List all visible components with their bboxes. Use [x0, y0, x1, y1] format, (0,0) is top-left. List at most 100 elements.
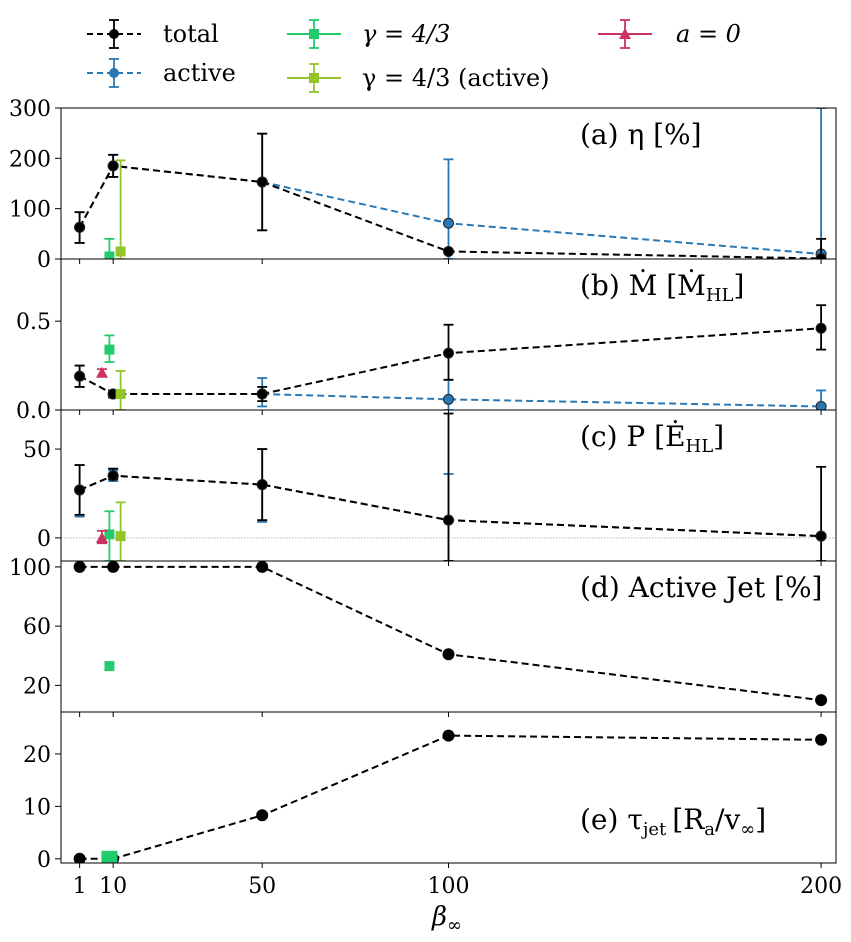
y-tick-label-a: 100	[9, 198, 51, 223]
data-point	[107, 160, 119, 172]
legend-entry-total: total	[87, 19, 219, 49]
series-b--4-3-active-	[115, 370, 126, 410]
panel-a: 0 100 200 300	[9, 97, 837, 273]
data-point	[74, 221, 86, 233]
plot-area-e	[73, 729, 828, 863]
plot-area-a	[74, 108, 827, 259]
data-point	[107, 561, 120, 573]
data-point	[256, 176, 268, 188]
data-point	[95, 531, 108, 543]
y-tick-label-d: 100	[9, 556, 51, 581]
data-point	[115, 246, 126, 257]
legend-label-gamma-active: γ = 4/3 (active)	[362, 64, 550, 92]
data-point	[256, 388, 268, 400]
panel-b: 0.0 0.5	[16, 258, 837, 424]
series-c--4-3	[104, 510, 115, 561]
series-c-a-0	[95, 529, 108, 545]
panel-b-label: (b) Ṁ [ṀHL]	[580, 269, 744, 306]
series-a--4-3-active-	[115, 159, 126, 259]
data-point	[256, 479, 268, 491]
data-point	[115, 531, 126, 542]
series-line	[79, 327, 822, 396]
plot-area-c	[74, 412, 827, 561]
data-point	[74, 370, 86, 382]
series-line	[79, 734, 822, 860]
series-c-active	[74, 448, 827, 561]
series-e-total	[73, 729, 828, 863]
x-tick-label: 100	[428, 874, 470, 899]
panel-e: 0 10 20	[23, 711, 837, 873]
y-tick-label-c: 0	[37, 527, 51, 552]
y-tick-label-a: 200	[9, 147, 51, 172]
legend-label-active: active	[163, 59, 236, 87]
x-tick-label: 50	[248, 874, 276, 899]
y-tick-label-b: 0.5	[16, 310, 51, 335]
series-c-total	[74, 412, 827, 561]
data-point	[443, 217, 454, 229]
y-tick-label-e: 10	[23, 795, 51, 820]
data-point	[104, 251, 115, 259]
data-point	[107, 470, 119, 482]
series-d--4-3	[104, 661, 115, 672]
data-point	[815, 694, 828, 707]
series-a-total	[74, 132, 827, 259]
data-point	[95, 366, 108, 378]
data-point	[104, 529, 115, 540]
panel-d: 20 60 100	[9, 556, 837, 717]
x-axis-label: β∞	[431, 902, 462, 936]
data-point	[256, 809, 269, 822]
series-d-total	[73, 561, 828, 707]
panel-frame-e	[60, 711, 837, 864]
legend-entry-gamma: γ = 4/3	[287, 19, 450, 49]
data-point	[443, 245, 454, 257]
data-point	[442, 729, 455, 742]
legend-label-a0: a = 0	[676, 20, 741, 48]
x-tick-label: 1	[73, 874, 87, 899]
series-line	[78, 164, 822, 255]
panel-c-label: (c) P [ĖHL]	[580, 420, 724, 457]
panel-d-label: (d) Active Jet [%]	[580, 571, 822, 604]
data-point	[442, 648, 455, 661]
y-tick-label-e: 20	[23, 743, 51, 768]
series-line	[78, 164, 822, 259]
y-tick-label-d: 20	[23, 674, 51, 699]
data-point	[73, 561, 86, 573]
data-point	[104, 661, 115, 672]
x-tick-label: 10	[99, 874, 127, 899]
series-c--4-3-active-	[115, 501, 126, 561]
series-b-total	[74, 304, 827, 403]
data-point	[104, 344, 115, 355]
data-point	[443, 514, 454, 526]
data-point	[815, 400, 827, 410]
data-point	[101, 850, 118, 863]
series-line	[79, 474, 822, 538]
y-tick-label-e: 0	[37, 848, 51, 873]
data-point	[815, 733, 828, 746]
series-a--4-3	[104, 237, 115, 259]
data-point	[815, 530, 827, 542]
legend: total active γ = 4/3 γ = 4/3 (active)	[87, 19, 741, 93]
series-line	[79, 474, 822, 538]
data-point	[256, 561, 269, 573]
data-point	[74, 484, 86, 496]
y-tick-label-d: 60	[23, 615, 51, 640]
legend-entry-active: active	[87, 58, 236, 88]
data-point	[815, 322, 827, 334]
series-b-active	[74, 364, 827, 410]
series-a-active	[74, 108, 827, 259]
legend-label-gamma: γ = 4/3	[362, 20, 450, 48]
plot-area-b	[74, 304, 827, 410]
panel-a-label: (a) η [%]	[580, 118, 702, 151]
series-b--4-3	[104, 334, 115, 363]
legend-entry-a0: a = 0	[598, 19, 741, 49]
x-tick-label: 200	[800, 874, 842, 899]
data-point	[443, 393, 454, 405]
legend-entry-gamma-active: γ = 4/3 (active)	[287, 63, 550, 93]
data-point	[443, 347, 454, 359]
legend-label-total: total	[163, 20, 219, 48]
y-tick-label-a: 300	[9, 97, 51, 122]
panel-c: 0 50	[23, 409, 837, 566]
series-e--4-3	[101, 850, 118, 863]
